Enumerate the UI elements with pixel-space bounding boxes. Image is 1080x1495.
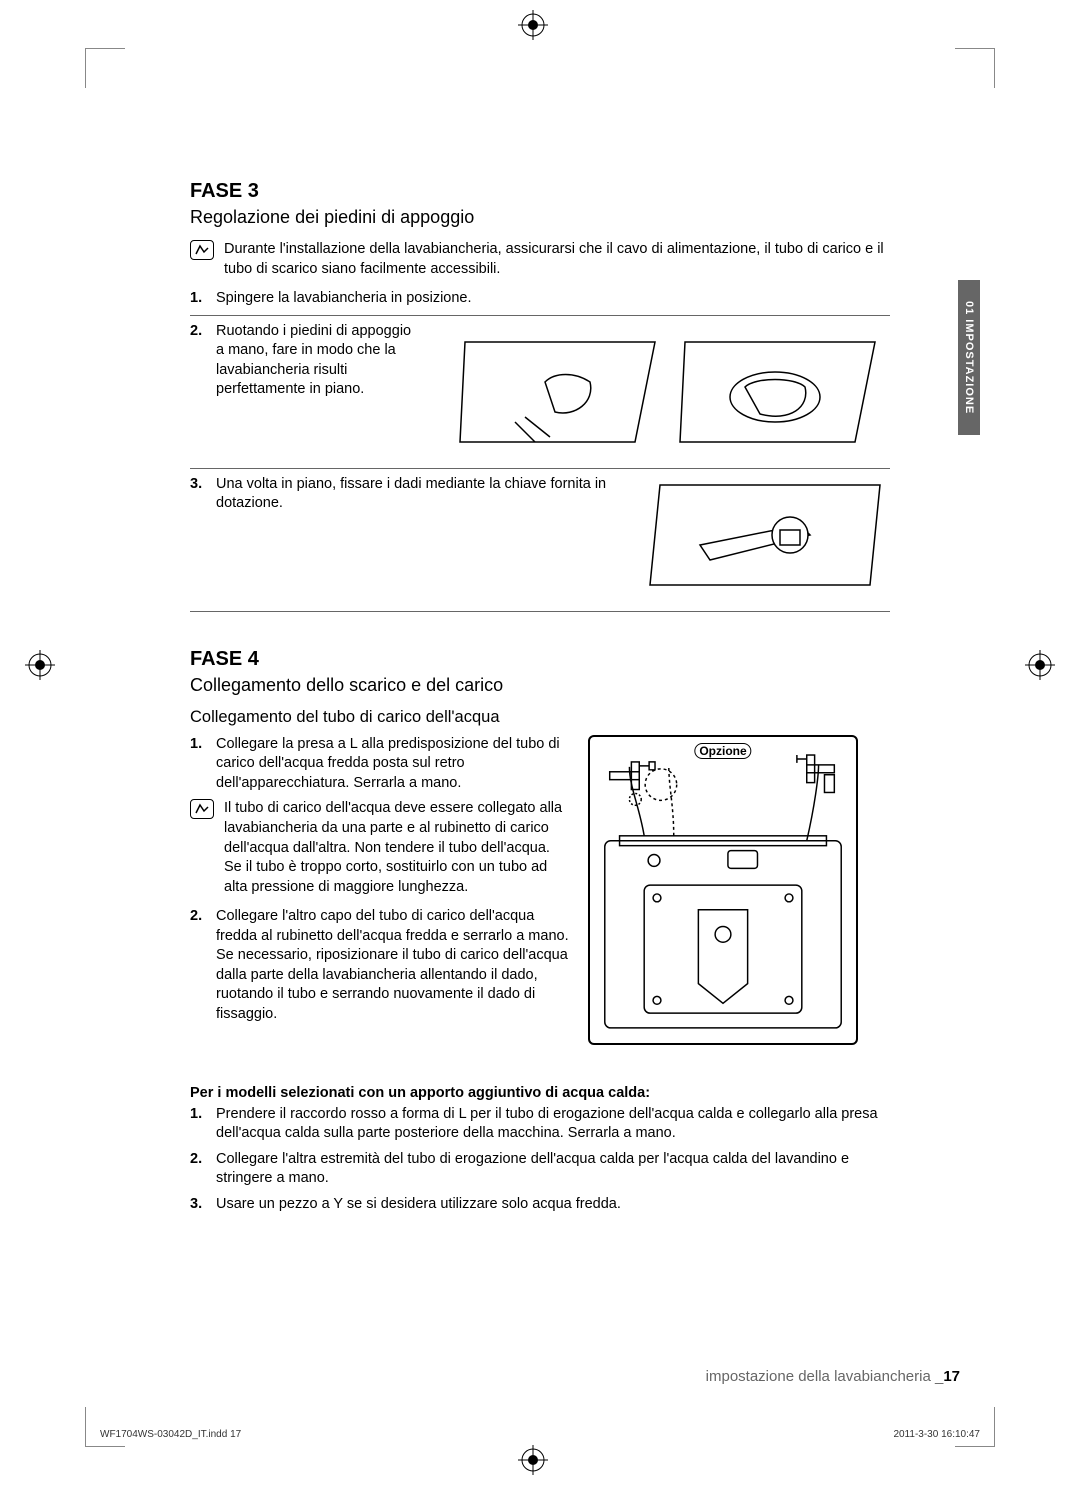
crop-corner-icon xyxy=(955,48,995,88)
step-number: 2. xyxy=(190,322,210,400)
registration-mark-icon xyxy=(518,1445,548,1475)
hotwater-heading: Per i modelli selezionati con un apporto… xyxy=(190,1085,890,1101)
wrench-illustration xyxy=(630,475,890,605)
step-number: 3. xyxy=(190,1195,210,1215)
page-number: 17 xyxy=(943,1368,960,1385)
hotwater-step3: 3. Usare un pezzo a Y se si desidera uti… xyxy=(190,1195,890,1215)
fase3-subtitle: Regolazione dei piedini di appoggio xyxy=(190,207,890,228)
fase4-step2: 2. Collegare l'altro capo del tubo di ca… xyxy=(190,907,570,1024)
step-text: Prendere il raccordo rosso a forma di L … xyxy=(216,1105,890,1144)
fase4-subtitle: Collegamento dello scarico e del carico xyxy=(190,675,890,696)
opzione-label: Opzione xyxy=(694,743,751,759)
water-connection-illustration: Opzione xyxy=(588,735,858,1045)
note-icon xyxy=(190,240,214,260)
fase3-step3-row: 3. Una volta in piano, fissare i dadi me… xyxy=(190,475,890,605)
step-text: Una volta in piano, fissare i dadi media… xyxy=(216,475,610,514)
step-number: 1. xyxy=(190,735,210,794)
fase4-step1: 1. Collegare la presa a L alla predispos… xyxy=(190,735,570,794)
divider xyxy=(190,315,890,316)
registration-mark-icon xyxy=(518,10,548,40)
note-text: Il tubo di carico dell'acqua deve essere… xyxy=(224,799,570,897)
step-text: Collegare l'altra estremità del tubo di … xyxy=(216,1150,890,1189)
note-icon xyxy=(190,799,214,819)
step-text: Collegare l'altro capo del tubo di caric… xyxy=(216,907,570,1024)
fase3-step1: 1. Spingere la lavabiancheria in posizio… xyxy=(190,289,890,309)
crop-corner-icon xyxy=(85,48,125,88)
fase3-step2-row: 2. Ruotando i piedini di appoggio a mano… xyxy=(190,322,890,462)
fase3-note: Durante l'installazione della lavabianch… xyxy=(190,240,890,279)
registration-mark-icon xyxy=(1025,650,1055,680)
step-number: 2. xyxy=(190,1150,210,1189)
footer-title: impostazione della lavabiancheria _17 xyxy=(706,1368,960,1385)
slug-timestamp: 2011-3-30 16:10:47 xyxy=(893,1429,980,1440)
fase4-title: FASE 4 xyxy=(190,648,890,671)
fase3-step2: 2. Ruotando i piedini di appoggio a mano… xyxy=(190,322,420,400)
footer-text: impostazione della lavabiancheria _ xyxy=(706,1368,944,1385)
hotwater-step1: 1. Prendere il raccordo rosso a forma di… xyxy=(190,1105,890,1144)
fase4-columns: 1. Collegare la presa a L alla predispos… xyxy=(190,735,890,1045)
step-text: Spingere la lavabiancheria in posizione. xyxy=(216,289,890,309)
step-text: Collegare la presa a L alla predisposizi… xyxy=(216,735,570,794)
step-text: Ruotando i piedini di appoggio a mano, f… xyxy=(216,322,420,400)
crop-corner-icon xyxy=(85,1407,125,1447)
fase4-text-column: 1. Collegare la presa a L alla predispos… xyxy=(190,735,570,1031)
step-number: 1. xyxy=(190,1105,210,1144)
divider xyxy=(190,468,890,469)
divider xyxy=(190,611,890,612)
leveling-feet-illustration xyxy=(440,322,890,462)
slug-file: WF1704WS-03042D_IT.indd 17 xyxy=(100,1429,241,1440)
fase4-subhead: Collegamento del tubo di carico dell'acq… xyxy=(190,708,890,727)
step-number: 2. xyxy=(190,907,210,1024)
crop-corner-icon xyxy=(955,1407,995,1447)
page-content: FASE 3 Regolazione dei piedini di appogg… xyxy=(190,180,890,1221)
step-number: 1. xyxy=(190,289,210,309)
fase3-title: FASE 3 xyxy=(190,180,890,203)
hotwater-step2: 2. Collegare l'altra estremità del tubo … xyxy=(190,1150,890,1189)
section-tab: 01 IMPOSTAZIONE xyxy=(958,280,980,435)
registration-mark-icon xyxy=(25,650,55,680)
note-text: Durante l'installazione della lavabianch… xyxy=(224,240,890,279)
fase4-note: Il tubo di carico dell'acqua deve essere… xyxy=(190,799,570,897)
step-text: Usare un pezzo a Y se si desidera utiliz… xyxy=(216,1195,890,1215)
fase3-step3: 3. Una volta in piano, fissare i dadi me… xyxy=(190,475,610,514)
step-number: 3. xyxy=(190,475,210,514)
